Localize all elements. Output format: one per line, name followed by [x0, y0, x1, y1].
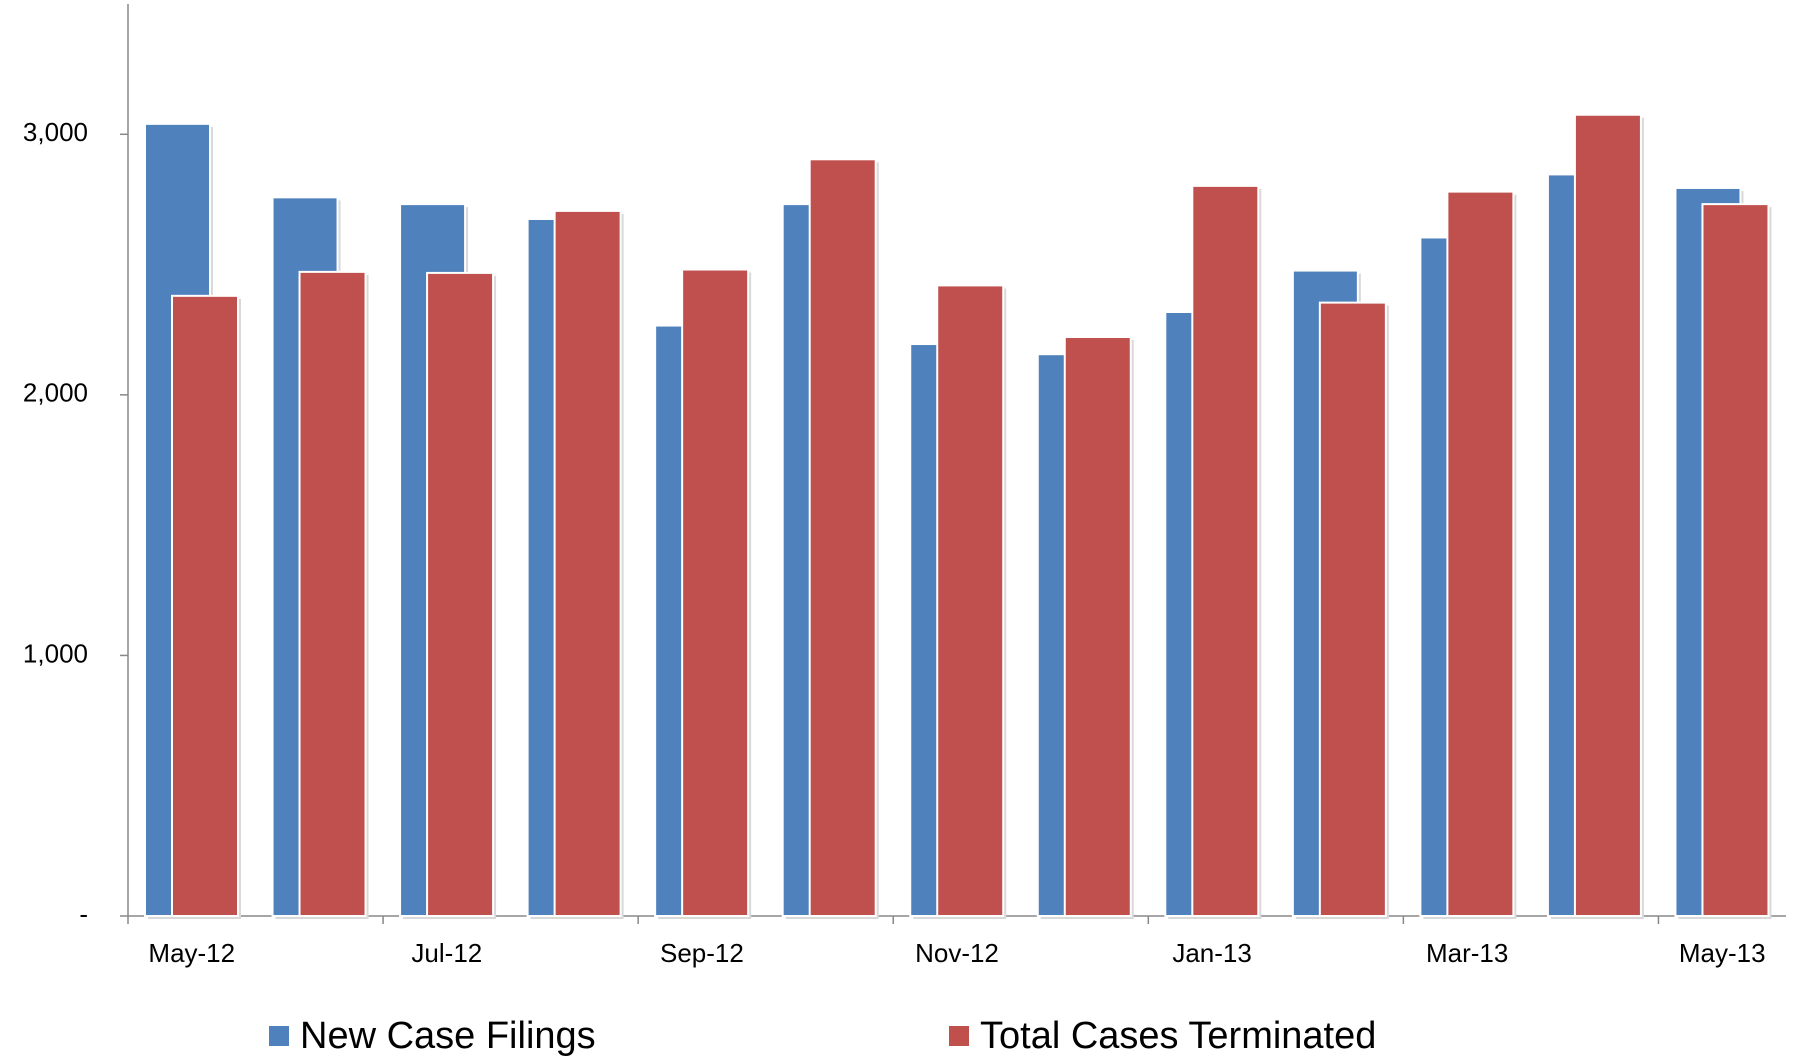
y-tick-label: 2,000 — [23, 378, 88, 408]
bar — [1573, 113, 1642, 917]
y-tick-label: 1,000 — [23, 638, 88, 668]
bar — [1318, 301, 1387, 917]
bar — [426, 271, 495, 917]
x-tick-label: Jul-12 — [411, 938, 482, 968]
bar — [1191, 184, 1260, 918]
x-tick-label: May-13 — [1679, 938, 1766, 968]
y-tick-label: 3,000 — [23, 117, 88, 147]
bar — [1701, 203, 1770, 918]
x-tick-label: Nov-12 — [915, 938, 999, 968]
bar — [936, 284, 1005, 918]
bar — [681, 268, 750, 917]
x-tick-label: Sep-12 — [660, 938, 744, 968]
bar — [1446, 190, 1515, 917]
legend-text: Total Cases Terminated — [980, 1015, 1376, 1057]
legend-swatch — [949, 1026, 969, 1046]
bar — [553, 209, 622, 917]
bar — [1063, 336, 1132, 917]
bar — [298, 270, 367, 917]
legend-swatch — [269, 1026, 289, 1046]
legend-text: New Case Filings — [300, 1015, 596, 1057]
x-tick-label: Mar-13 — [1426, 938, 1508, 968]
x-tick-label: Jan-13 — [1172, 938, 1252, 968]
y-tick-label: - — [79, 899, 88, 929]
bar — [808, 158, 877, 917]
x-tick-label: May-12 — [148, 938, 235, 968]
bar — [171, 294, 239, 917]
